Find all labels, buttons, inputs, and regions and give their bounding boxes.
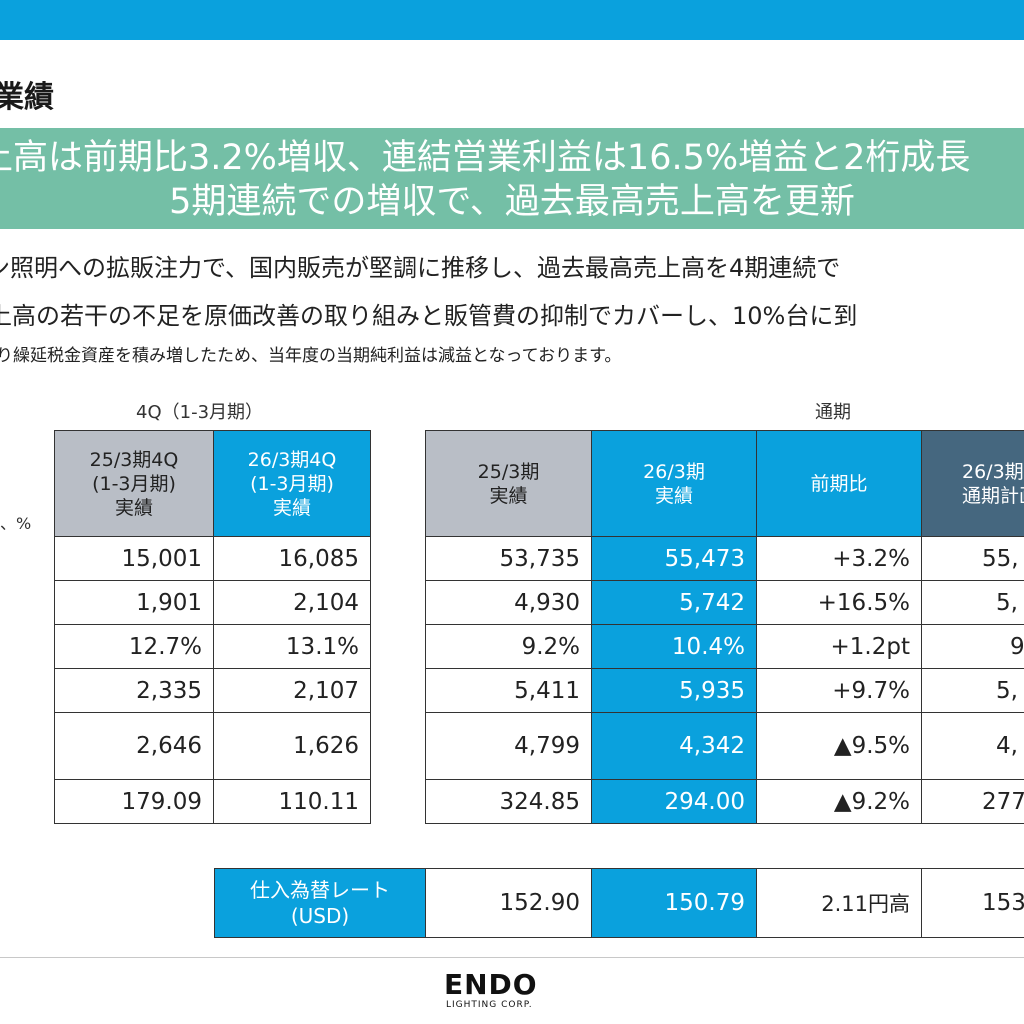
table-cell: 4,799 — [425, 712, 592, 780]
fx-rate-table: 仕入為替レート (USD) 152.90 150.79 2.11円高 153 — [214, 868, 1024, 938]
top-accent-bar — [0, 0, 1024, 40]
table-cell: 55,473 — [591, 536, 757, 581]
page-title: 業績 — [0, 80, 54, 115]
table-cell: 1,901 — [54, 580, 214, 625]
table-cell: 16,085 — [213, 536, 371, 581]
table-cell: ▲9.2% — [756, 779, 922, 824]
table-cell: 179.09 — [54, 779, 214, 824]
table-row: 324.85 294.00 ▲9.2% 277 — [425, 779, 1024, 824]
table-row: 53,735 55,473 +3.2% 55, — [425, 536, 1024, 581]
header-yoy: 前期比 — [756, 430, 922, 537]
description-note: り繰延税金資産を積み増したため、当年度の当期純利益は減益となっております。 — [0, 346, 622, 366]
row-label-stub: ) — [0, 636, 1, 662]
header-curr-year: 26/3期 実績 — [591, 430, 757, 537]
full-year-table: 25/3期 実績 26/3期 実績 前期比 26/3期 通期計画 53,735 … — [425, 430, 1024, 824]
table-cell: +1.2pt — [756, 624, 922, 669]
table-cell: 152.90 — [425, 868, 592, 938]
table-row: 9.2% 10.4% +1.2pt 9 — [425, 624, 1024, 669]
table-cell: 153 — [921, 868, 1024, 938]
table-cell: 4,342 — [591, 712, 757, 780]
unit-label: 円、% — [0, 514, 32, 533]
table-row: 1,901 2,104 — [54, 580, 371, 625]
description-line-1: ン照明への拡販注力で、国内販売が堅調に推移し、過去最高売上高を4期連続で — [0, 254, 841, 282]
table-cell: 55, — [921, 536, 1024, 581]
company-logo: ENDO LIGHTING CORP. — [444, 970, 574, 1014]
table-cell: 15,001 — [54, 536, 214, 581]
table-row: 12.7% 13.1% — [54, 624, 371, 669]
table-row: 179.09 110.11 — [54, 779, 371, 824]
logo-wordmark: ENDO — [444, 968, 538, 1001]
table-row: 4,799 4,342 ▲9.5% 4, — [425, 712, 1024, 780]
header-prev-year: 25/3期 実績 — [425, 430, 592, 537]
table-cell: 277 — [921, 779, 1024, 824]
table-cell: 294.00 — [591, 779, 757, 824]
section-label-quarter: 4Q（1-3月期） — [136, 402, 264, 423]
table-cell: 2,335 — [54, 668, 214, 713]
fx-rate-label: 仕入為替レート (USD) — [214, 868, 426, 938]
table-cell: 9 — [921, 624, 1024, 669]
table-row: 2,335 2,107 — [54, 668, 371, 713]
description-line-2: 上高の若干の不足を原価改善の取り組みと販管費の抑制でカバーし、10%台に到 — [0, 302, 858, 330]
table-cell: 324.85 — [425, 779, 592, 824]
logo-subtext: LIGHTING CORP. — [446, 1000, 533, 1010]
table-cell: 2,646 — [54, 712, 214, 780]
table-cell: 2.11円高 — [756, 868, 922, 938]
headline-line-1: 上高は前期比3.2%増収、連結営業利益は16.5%増益と2桁成長 — [0, 138, 971, 178]
table-cell: 12.7% — [54, 624, 214, 669]
table-cell: 4, — [921, 712, 1024, 780]
table-row: 2,646 1,626 — [54, 712, 371, 780]
table-cell: 2,107 — [213, 668, 371, 713]
table-cell: 150.79 — [591, 868, 757, 938]
table-cell: 10.4% — [591, 624, 757, 669]
table-cell: 2,104 — [213, 580, 371, 625]
header-prev-4q: 25/3期4Q (1-3月期) 実績 — [54, 430, 214, 537]
table-cell: +3.2% — [756, 536, 922, 581]
table-cell: 9.2% — [425, 624, 592, 669]
table-row: 仕入為替レート (USD) 152.90 150.79 2.11円高 153 — [214, 868, 1024, 938]
table-row: 4,930 5,742 +16.5% 5, — [425, 580, 1024, 625]
headline-line-2: 5期連続での増収で、過去最高売上高を更新 — [169, 182, 855, 222]
table-cell: 5,742 — [591, 580, 757, 625]
table-cell: +16.5% — [756, 580, 922, 625]
table-cell: 5,935 — [591, 668, 757, 713]
table-cell: 53,735 — [425, 536, 592, 581]
footer-divider — [0, 957, 1024, 958]
table-row: 15,001 16,085 — [54, 536, 371, 581]
headline-banner: 上高は前期比3.2%増収、連結営業利益は16.5%増益と2桁成長 5期連続での増… — [0, 128, 1024, 229]
header-curr-4q: 26/3期4Q (1-3月期) 実績 — [213, 430, 371, 537]
table-cell: 13.1% — [213, 624, 371, 669]
table-cell: 5, — [921, 580, 1024, 625]
table-row: 5,411 5,935 +9.7% 5, — [425, 668, 1024, 713]
table-cell: ▲9.5% — [756, 712, 922, 780]
section-label-full-year: 通期 — [815, 402, 851, 423]
table-cell: 5, — [921, 668, 1024, 713]
table-cell: 5,411 — [425, 668, 592, 713]
table-cell: 110.11 — [213, 779, 371, 824]
table-cell: +9.7% — [756, 668, 922, 713]
quarter-table: 25/3期4Q (1-3月期) 実績 26/3期4Q (1-3月期) 実績 15… — [54, 430, 371, 824]
table-cell: 1,626 — [213, 712, 371, 780]
table-cell: 4,930 — [425, 580, 592, 625]
header-plan: 26/3期 通期計画 — [921, 430, 1024, 537]
